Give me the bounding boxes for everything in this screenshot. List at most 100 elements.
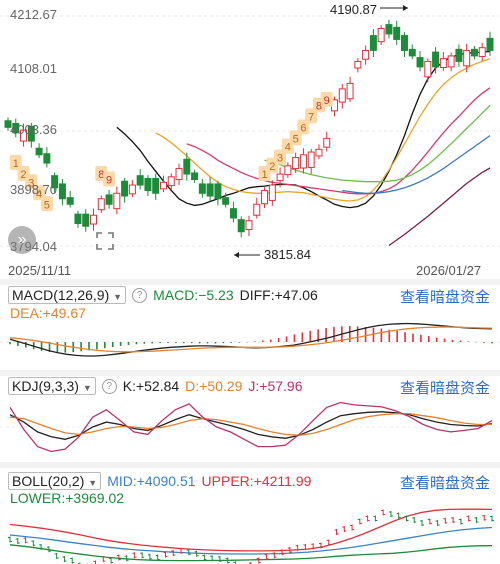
triangle-down-icon: ▼ bbox=[113, 292, 123, 302]
candle-body bbox=[447, 55, 455, 68]
k-value: K:+52.84 bbox=[122, 378, 180, 394]
boll-name: BOLL(20,2) bbox=[12, 473, 85, 489]
triangle-down-icon: ▼ bbox=[82, 383, 92, 393]
td-marker-label: 3 bbox=[277, 153, 283, 165]
moving-average-line bbox=[155, 58, 491, 202]
kdj-selector[interactable]: KDJ(9,3,3) ▼ bbox=[8, 377, 96, 395]
candle-body bbox=[478, 47, 486, 57]
candle-body bbox=[74, 213, 82, 224]
td-marker-label: 6 bbox=[300, 122, 306, 134]
view-dark-pool-funds-link[interactable]: 查看暗盘资金 bbox=[399, 380, 490, 397]
candle-body bbox=[400, 35, 408, 51]
low-price-annotation: 3815.84 bbox=[264, 247, 311, 262]
candle-body bbox=[346, 82, 354, 100]
candle-body bbox=[439, 58, 447, 68]
td-marker-bg bbox=[40, 196, 53, 212]
candle-body bbox=[455, 48, 463, 62]
price-tick-3: 4003.36 bbox=[10, 122, 57, 137]
candle-body bbox=[121, 180, 129, 197]
candle-body bbox=[486, 37, 494, 51]
date-start: 2025/11/11 bbox=[8, 263, 72, 278]
candle-body bbox=[222, 197, 230, 205]
td-marker-label: 4 bbox=[36, 188, 42, 200]
candle-body bbox=[90, 214, 98, 225]
candle-body bbox=[284, 165, 292, 176]
candle-body bbox=[20, 129, 28, 142]
candle-body bbox=[470, 48, 478, 57]
kdj-header: KDJ(9,3,3) ▼ ? K:+52.84 D:+50.29 J:+57.9… bbox=[8, 377, 303, 395]
dea-value: DEA:+49.67 bbox=[10, 305, 86, 321]
candle-body bbox=[97, 198, 105, 211]
candle-body bbox=[105, 194, 113, 205]
candle-body bbox=[307, 151, 315, 168]
question-mark-icon[interactable]: ? bbox=[132, 287, 148, 303]
candle-body bbox=[369, 35, 377, 51]
td-marker-label: 5 bbox=[293, 133, 299, 145]
candle-body bbox=[43, 153, 51, 164]
moving-average-line bbox=[264, 104, 491, 183]
price-tick-4: 3898.70 bbox=[10, 182, 57, 197]
candle-body bbox=[229, 208, 237, 219]
mid-value: MID:+4090.51 bbox=[107, 473, 196, 489]
candle-body bbox=[159, 181, 167, 190]
td-marker-label: 8 bbox=[316, 100, 322, 112]
td-marker-label: 9 bbox=[324, 95, 330, 107]
macd-chart bbox=[0, 322, 500, 357]
td-marker-label: 8 bbox=[98, 169, 104, 181]
boll-selector[interactable]: BOLL(20,2) ▼ bbox=[8, 472, 102, 490]
candle-body bbox=[27, 125, 35, 142]
candle-body bbox=[136, 175, 144, 186]
candle-body bbox=[113, 192, 121, 210]
fullscreen-corners-icon[interactable] bbox=[94, 230, 116, 252]
view-dark-pool-funds-link[interactable]: 查看暗盘资金 bbox=[399, 289, 490, 306]
candle-body bbox=[12, 123, 20, 134]
separator bbox=[0, 462, 500, 468]
candle-body bbox=[276, 173, 284, 182]
td-marker-label: 1 bbox=[261, 169, 267, 181]
d-line bbox=[9, 413, 492, 436]
candle-body bbox=[268, 184, 276, 201]
candle-body bbox=[191, 172, 199, 181]
triangle-down-icon: ▼ bbox=[88, 478, 98, 488]
candle-body bbox=[432, 51, 440, 68]
candle-body bbox=[408, 48, 416, 57]
d-value: D:+50.29 bbox=[185, 378, 243, 394]
macd-value: MACD:−5.23 bbox=[153, 287, 234, 303]
k-line bbox=[9, 411, 493, 440]
separator bbox=[0, 370, 500, 376]
candle-body bbox=[175, 168, 183, 181]
candle-body bbox=[206, 183, 214, 197]
macd-header: MACD(12,26,9) ▼ ? MACD:−5.23 DIFF:+47.06 bbox=[8, 286, 318, 304]
candle-body bbox=[385, 24, 393, 35]
candle-body bbox=[377, 27, 385, 43]
high-marker-arrowhead bbox=[403, 5, 408, 11]
candle-body bbox=[261, 190, 269, 205]
boll-chart bbox=[8, 508, 494, 564]
boll-header: BOLL(20,2) ▼ MID:+4090.51 UPPER:+4211.99 bbox=[8, 472, 311, 490]
candle-body bbox=[128, 184, 136, 195]
candle-body bbox=[4, 120, 12, 128]
boll-mid-line bbox=[9, 526, 493, 555]
low-marker-arrowhead bbox=[234, 252, 239, 258]
td-marker-label: 4 bbox=[285, 142, 291, 154]
boll-upper-line bbox=[9, 508, 493, 552]
candle-body bbox=[198, 183, 206, 194]
expand-arrows-icon[interactable]: » bbox=[8, 226, 36, 254]
td-marker-label: 2 bbox=[269, 161, 275, 173]
date-end: 2026/01/27 bbox=[416, 263, 482, 278]
moving-average-line bbox=[388, 167, 491, 247]
high-price-annotation: 4190.87 bbox=[330, 2, 377, 17]
kdj-chart bbox=[0, 401, 500, 453]
macd-name: MACD(12,26,9) bbox=[12, 287, 110, 303]
candle-body bbox=[66, 197, 74, 205]
candle-body bbox=[362, 49, 370, 60]
candle-body bbox=[237, 219, 245, 233]
macd-selector[interactable]: MACD(12,26,9) ▼ bbox=[8, 286, 127, 304]
td-marker-bg bbox=[320, 91, 333, 107]
question-mark-icon[interactable]: ? bbox=[101, 378, 117, 394]
view-dark-pool-funds-link[interactable]: 查看暗盘资金 bbox=[399, 475, 490, 492]
candle-body bbox=[144, 177, 152, 192]
dea-line bbox=[9, 326, 493, 353]
candle-body bbox=[58, 183, 66, 200]
